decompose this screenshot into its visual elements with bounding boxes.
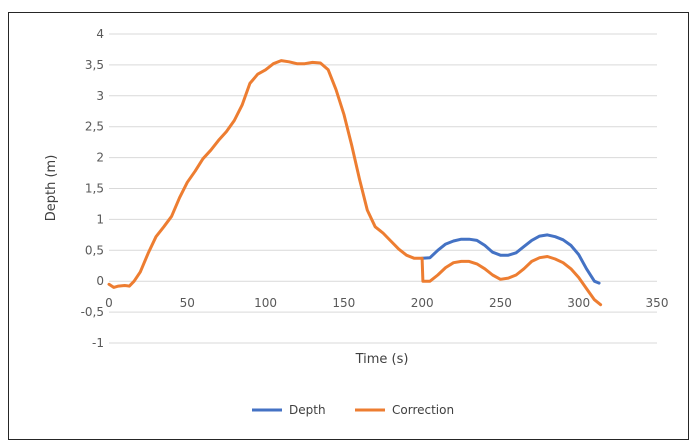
x-axis-title: Time (s) — [355, 352, 409, 367]
x-tick-label: 200 — [411, 296, 434, 310]
y-tick-label: 2,5 — [85, 120, 104, 134]
x-tick-label: 50 — [180, 296, 195, 310]
x-tick-labels: 0 50 100 150 200 250 300 350 — [105, 296, 668, 310]
y-tick-label: 0 — [96, 274, 104, 288]
x-tick-label: 300 — [567, 296, 590, 310]
y-tick-label: 3,5 — [85, 58, 104, 72]
series-lines — [107, 59, 603, 307]
legend-depth-label: Depth — [289, 403, 326, 417]
gridlines — [109, 33, 657, 344]
x-tick-label: 250 — [489, 296, 512, 310]
series-line-depth — [420, 233, 601, 285]
y-tick-label: -0,5 — [81, 305, 104, 319]
y-tick-label: 1,5 — [85, 182, 104, 196]
x-tick-label: 0 — [105, 296, 113, 310]
y-tick-label: 0,5 — [85, 243, 104, 257]
x-tick-label: 150 — [332, 296, 355, 310]
legend: Depth Correction — [252, 403, 454, 417]
legend-correction-label: Correction — [392, 403, 454, 417]
series-line-correction — [107, 59, 603, 307]
y-tick-label: 3 — [96, 89, 104, 103]
x-tick-label: 350 — [646, 296, 669, 310]
y-tick-label: 2 — [96, 151, 104, 165]
y-tick-labels: -1 -0,5 0 0,5 1 1,5 2 2,5 3 3,5 4 — [81, 27, 104, 350]
y-tick-label: -1 — [92, 336, 104, 350]
y-axis-title: Depth (m) — [44, 155, 59, 222]
x-tick-label: 100 — [254, 296, 277, 310]
chart-frame — [8, 12, 689, 440]
y-tick-label: 1 — [96, 212, 104, 226]
y-tick-label: 4 — [96, 27, 104, 41]
